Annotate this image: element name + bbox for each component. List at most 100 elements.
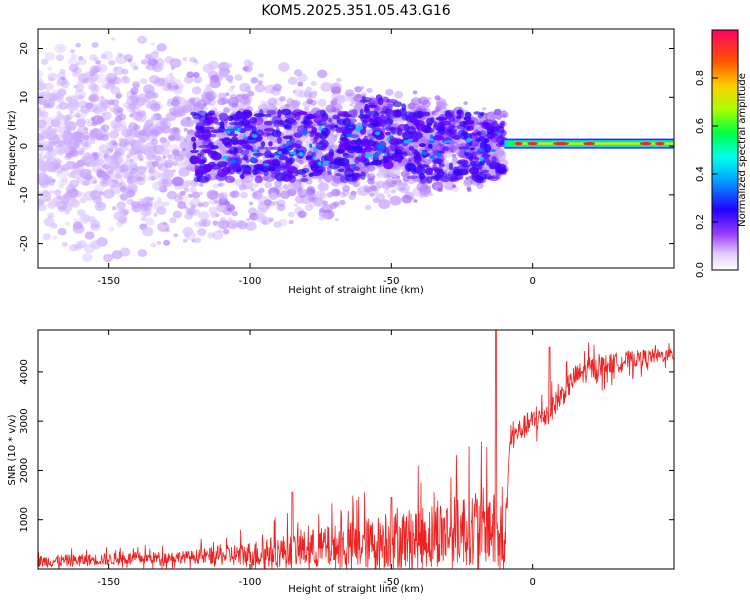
- spectral-blob: [390, 189, 397, 194]
- spectral-blob: [104, 108, 108, 112]
- spectral-blob: [255, 135, 263, 142]
- spectral-blob: [317, 69, 328, 79]
- spectral-blob: [91, 115, 104, 125]
- spectral-blob: [66, 113, 74, 120]
- snr-frame: [37, 329, 675, 570]
- spectral-blob: [60, 167, 65, 171]
- spectral-blob: [341, 129, 353, 135]
- spectral-blob: [202, 63, 214, 74]
- spectral-blob: [124, 147, 129, 152]
- spectral-peak: [301, 130, 308, 135]
- spectral-blob: [187, 209, 194, 215]
- spectral-blob: [64, 210, 71, 215]
- spectral-blob: [38, 152, 43, 157]
- spectral-blob: [244, 121, 256, 129]
- spectral-blob: [95, 193, 100, 197]
- spectral-blob: [382, 105, 389, 114]
- spectral-blob: [252, 192, 259, 198]
- spectral-blob: [348, 160, 354, 166]
- spectral-blob: [74, 84, 85, 92]
- spectral-blob: [480, 169, 490, 173]
- spectral-blob: [48, 125, 53, 129]
- spectral-blob: [83, 180, 89, 185]
- spectral-blob: [144, 148, 155, 157]
- spectral-blob: [179, 141, 191, 151]
- spectral-blob: [54, 43, 67, 54]
- spectral-blob: [394, 91, 404, 99]
- spectral-blob: [150, 42, 155, 46]
- spectral-blob: [107, 78, 115, 85]
- spectral-blob: [448, 112, 454, 118]
- spectral-blob: [55, 114, 65, 122]
- spectral-blob: [293, 69, 303, 77]
- carrier-peak: [514, 142, 523, 146]
- spectral-blob: [218, 67, 230, 77]
- spectral-blob: [293, 88, 304, 97]
- spectral-blob: [437, 187, 443, 193]
- spectral-blob: [38, 119, 47, 128]
- spectral-blob: [133, 141, 144, 151]
- spectral-blob: [263, 120, 273, 126]
- spectral-blob: [65, 152, 74, 159]
- spectral-blob: [82, 78, 90, 84]
- spectral-blob: [335, 218, 339, 222]
- spectral-blob: [46, 146, 54, 152]
- spectral-blob: [62, 194, 69, 199]
- spectral-blob: [338, 139, 348, 144]
- spectral-blob: [227, 115, 234, 122]
- spectral-blob: [297, 210, 306, 218]
- spectral-blob: [367, 177, 375, 185]
- spectral-blob: [101, 50, 114, 61]
- spectral-blob: [468, 155, 477, 160]
- spectral-blob: [38, 77, 44, 85]
- spectral-peak: [312, 156, 317, 160]
- spectral-blob: [167, 85, 173, 90]
- spectral-blob: [150, 242, 157, 248]
- spectral-blob: [50, 116, 60, 124]
- spectral-blob: [277, 109, 282, 118]
- spectral-blob: [96, 63, 108, 73]
- spectral-blob: [297, 81, 304, 87]
- spectral-blob: [417, 105, 422, 109]
- spectral-blob: [178, 167, 190, 177]
- spectral-blob: [360, 114, 372, 124]
- spectral-blob: [499, 110, 509, 118]
- spectral-blob: [220, 216, 227, 222]
- spectral-peak: [318, 125, 322, 131]
- spectral-blob: [205, 91, 217, 101]
- snr-xtick-label: -150: [97, 577, 120, 588]
- spectral-blob: [310, 81, 317, 87]
- spectral-blob: [64, 137, 76, 147]
- spectral-blob: [413, 199, 418, 203]
- spectral-blob: [253, 113, 266, 118]
- spectral-blob: [135, 172, 147, 182]
- spectral-blob: [336, 118, 347, 126]
- spectral-blob: [204, 113, 209, 121]
- spectral-blob: [137, 154, 142, 158]
- snr-ylabel: SNR (10 * v/v): [7, 414, 18, 485]
- spectral-blob: [281, 150, 291, 154]
- spectral-blob: [464, 111, 472, 118]
- spectral-blob: [458, 110, 464, 119]
- spectral-blob: [301, 174, 307, 178]
- spectral-blob: [363, 146, 374, 151]
- spectral-blob: [434, 95, 441, 101]
- spectral-blob: [183, 180, 191, 187]
- spectral-blob: [126, 189, 136, 198]
- spectral-blob: [276, 136, 282, 144]
- spectral-blob: [88, 82, 98, 91]
- spectral-peak: [407, 138, 413, 142]
- spectral-blob: [157, 165, 163, 170]
- spectral-blob: [135, 176, 146, 186]
- spectral-blob: [73, 84, 77, 88]
- spectral-blob: [432, 162, 437, 172]
- spectral-blob: [102, 180, 108, 185]
- spectral-blob: [458, 146, 470, 150]
- spectral-blob: [268, 154, 274, 158]
- spectral-blob: [419, 143, 426, 148]
- colorbar-ticks: 0.0 0.2 0.4 0.6 0.8: [695, 70, 718, 278]
- spectral-peak: [309, 143, 313, 149]
- spectral-blob: [469, 147, 476, 151]
- spectral-blob: [81, 117, 86, 121]
- spectral-blob: [226, 207, 232, 212]
